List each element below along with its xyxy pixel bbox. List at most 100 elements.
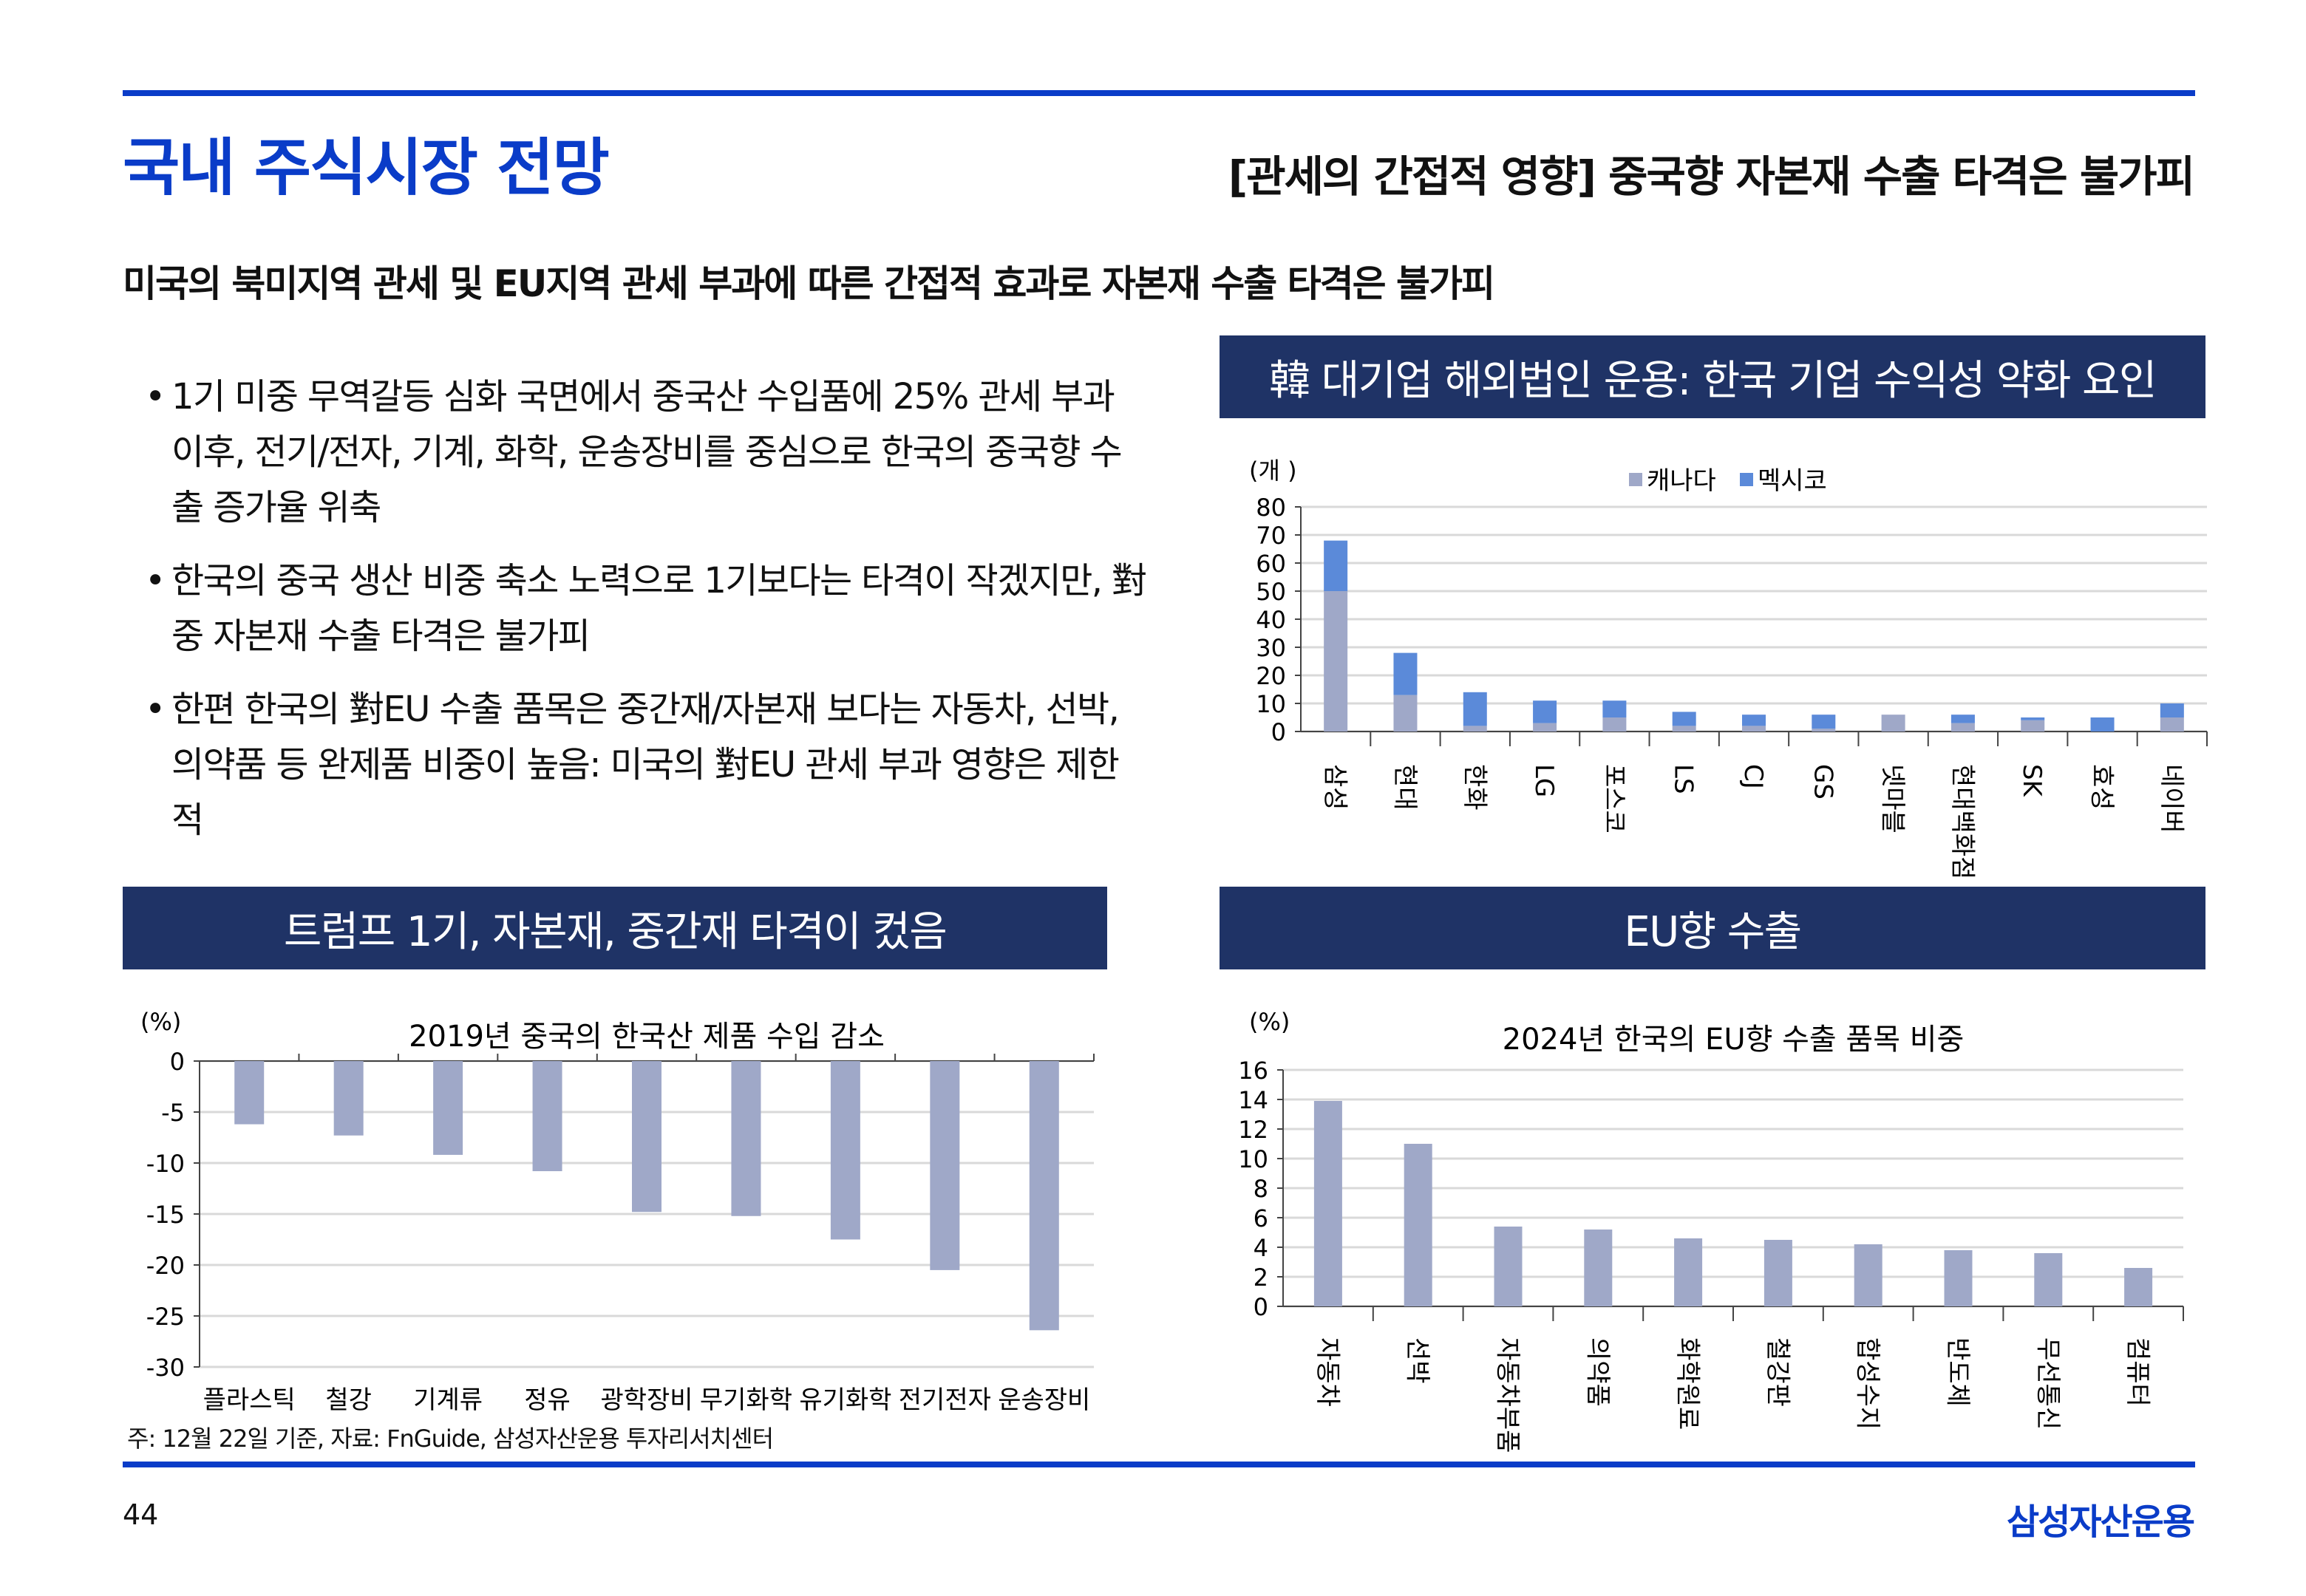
y-tick-label: 80 xyxy=(1256,494,1286,522)
page-number: 44 xyxy=(123,1498,159,1531)
x-tick-label: 선박 xyxy=(1403,1337,1432,1384)
bullet-item: 한국의 중국 생산 비중 축소 노력으로 1기보다는 타격이 작겠지만, 對중 … xyxy=(142,553,1147,664)
x-tick-label: 현대 xyxy=(1390,764,1419,811)
page-title: 국내 주식시장 전망 xyxy=(123,132,610,204)
x-tick-label: 넷마블 xyxy=(1878,764,1908,833)
bar xyxy=(1494,1227,1523,1306)
bar xyxy=(1854,1244,1882,1306)
company-logo: 삼성자산운용 xyxy=(2007,1501,2195,1543)
bar-mexico xyxy=(2021,717,2045,720)
x-tick-label: LS xyxy=(1669,764,1698,794)
x-tick-label: 정유 xyxy=(524,1385,571,1415)
x-tick-label: SK xyxy=(2017,764,2047,798)
bar-canada xyxy=(1950,723,1975,732)
y-tick-label: 0 xyxy=(1254,1293,1268,1321)
bar-canada xyxy=(1324,591,1348,732)
y-tick-label: 30 xyxy=(1256,634,1286,662)
y-tick-label: 40 xyxy=(1256,606,1286,634)
slide-headline: [관세의 간접적 영향] 중국향 자본재 수출 타격은 불가피 xyxy=(1228,151,2195,202)
bar xyxy=(1944,1250,1973,1306)
bar-mexico xyxy=(2090,717,2115,732)
y-tick-label: 50 xyxy=(1256,578,1286,606)
x-tick-label: LG xyxy=(1529,764,1559,797)
y-tick-label: -30 xyxy=(146,1354,185,1382)
x-tick-label: 반도체 xyxy=(1943,1337,1973,1407)
y-tick-label: 6 xyxy=(1254,1204,1268,1232)
x-tick-label: 플라스틱 xyxy=(203,1385,296,1415)
x-tick-label: 기계류 xyxy=(413,1385,483,1415)
x-tick-label: 삼성 xyxy=(1320,764,1350,811)
y-tick-label: 12 xyxy=(1238,1116,1268,1144)
panel-header-top-right: 韓 대기업 해외법인 운용: 한국 기업 수익성 약화 요인 xyxy=(1220,335,2205,418)
y-tick-label: 20 xyxy=(1256,662,1286,690)
bar-canada xyxy=(1463,726,1487,732)
bar xyxy=(1313,1101,1342,1306)
unit-label: (%) xyxy=(140,1008,181,1036)
x-tick-label: 컴퓨터 xyxy=(2123,1337,2152,1407)
legend-swatch xyxy=(1740,473,1753,486)
bar-mexico xyxy=(1463,692,1487,726)
y-tick-label: -10 xyxy=(146,1150,185,1178)
chart-title: 2024년 한국의 EU향 수출 품목 비중 xyxy=(1503,1023,1965,1057)
unit-label: (%) xyxy=(1249,1008,1290,1036)
legend-label: 캐나다 xyxy=(1647,466,1716,496)
bar-canada xyxy=(1742,726,1766,732)
bar xyxy=(2034,1253,2063,1306)
x-tick-label: 현대백화점 xyxy=(1948,764,1977,879)
bar xyxy=(1763,1240,1792,1306)
bar-mexico xyxy=(1602,700,1627,717)
top-rule xyxy=(123,90,2195,96)
bar-canada xyxy=(2160,717,2184,732)
unit-label: (개 ) xyxy=(1249,457,1297,485)
x-tick-label: 합성수지 xyxy=(1853,1337,1882,1430)
x-tick-label: 한화 xyxy=(1460,764,1489,811)
y-tick-label: -15 xyxy=(146,1201,185,1229)
footnote: 주: 12월 22일 기준, 자료: FnGuide, 삼성자산운용 투자리서치… xyxy=(127,1425,774,1453)
bar-mexico xyxy=(1672,712,1696,726)
x-tick-label: 운송장비 xyxy=(998,1385,1090,1415)
x-tick-label: 전기전자 xyxy=(899,1385,991,1415)
bottom-rule xyxy=(123,1462,2195,1467)
y-tick-label: -5 xyxy=(161,1099,185,1127)
bar xyxy=(632,1061,661,1213)
y-tick-label: 70 xyxy=(1256,522,1286,550)
x-tick-label: 포스코 xyxy=(1599,764,1628,833)
bar xyxy=(532,1061,562,1172)
bar-mexico xyxy=(1324,540,1348,591)
bullet-item: 한편 한국의 對EU 수출 품목은 중간재/자본재 보다는 자동차, 선박, 의… xyxy=(142,682,1147,848)
x-tick-label: 무선통신 xyxy=(2033,1337,2062,1430)
x-tick-label: 광학장비 xyxy=(600,1385,693,1415)
bar xyxy=(1404,1144,1432,1306)
x-tick-label: 화학원료 xyxy=(1673,1337,1702,1430)
y-tick-label: 0 xyxy=(1271,718,1286,746)
bar xyxy=(2124,1268,2153,1306)
x-tick-label: 철강 xyxy=(325,1385,372,1415)
x-tick-label: 효성 xyxy=(2087,764,2117,811)
bullet-item: 1기 미중 무역갈등 심화 국면에서 중국산 수입품에 25% 관세 부과 이후… xyxy=(142,369,1147,536)
x-tick-label: 자동차 xyxy=(1313,1337,1342,1407)
bar-mexico xyxy=(1950,715,1975,723)
subtitle: 미국의 북미지역 관세 및 EU지역 관세 부과에 따른 간접적 효과로 자본재… xyxy=(123,262,1495,305)
y-tick-label: 60 xyxy=(1256,550,1286,578)
bar-canada xyxy=(2021,720,2045,732)
y-tick-label: -25 xyxy=(146,1303,185,1331)
bar xyxy=(1674,1238,1703,1306)
x-tick-label: CJ xyxy=(1738,764,1768,789)
bar-canada xyxy=(1533,723,1557,732)
bar xyxy=(1584,1230,1613,1306)
y-tick-label: 4 xyxy=(1254,1234,1268,1262)
bar xyxy=(930,1061,960,1270)
bar xyxy=(333,1061,364,1136)
y-tick-label: 10 xyxy=(1238,1145,1268,1173)
bar-mexico xyxy=(1742,715,1766,726)
chart-title: 2019년 중국의 한국산 제품 수입 감소 xyxy=(409,1020,885,1054)
legend-label: 멕시코 xyxy=(1758,466,1827,496)
bar-canada xyxy=(1393,695,1418,732)
x-tick-label: 무기화학 xyxy=(700,1385,792,1415)
bar-canada xyxy=(1672,726,1696,732)
y-tick-label: 8 xyxy=(1254,1175,1268,1203)
y-tick-label: 10 xyxy=(1256,690,1286,718)
bar-mexico xyxy=(1533,700,1557,723)
bar xyxy=(234,1061,265,1125)
